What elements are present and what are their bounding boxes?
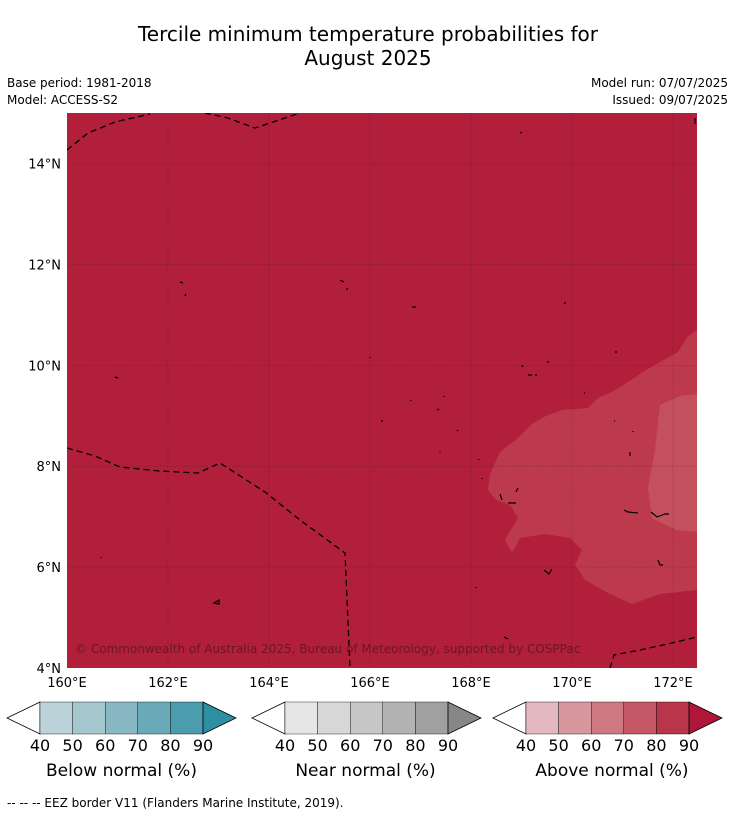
colorbar-segment	[350, 701, 384, 735]
colorbar-tick: 60	[95, 736, 115, 755]
colorbar-extend-low	[251, 701, 286, 735]
colorbar-tick: 40	[30, 736, 50, 755]
above-normal-label: Above normal (%)	[535, 761, 689, 781]
colorbar-segment	[591, 701, 625, 735]
lat-label: 8°N	[37, 460, 62, 475]
colorbar-tick: 70	[128, 736, 148, 755]
colorbar-tick: 70	[614, 736, 634, 755]
copyright-text: © Commonwealth of Australia 2025, Bureau…	[75, 642, 580, 656]
colorbar-tick: 90	[679, 736, 699, 755]
title-line-2: August 2025	[304, 46, 432, 70]
lon-label: 162°E	[148, 676, 188, 691]
colorbar-tick: 80	[160, 736, 180, 755]
colorbar-tick: 90	[193, 736, 213, 755]
longitude-labels: 160°E 162°E 164°E 166°E 168°E 170°E 172°E	[47, 676, 693, 691]
lon-label: 172°E	[653, 676, 693, 691]
colorbar-extend-low	[492, 701, 527, 735]
eez-borders	[67, 113, 697, 668]
colorbar-segment	[558, 701, 592, 735]
colorbar-segment	[137, 701, 171, 735]
lat-label: 6°N	[37, 561, 62, 576]
model-run: Model run: 07/07/2025	[590, 76, 728, 90]
near-normal-label: Near normal (%)	[295, 761, 436, 781]
colorbar-segment	[656, 701, 690, 735]
map-panel: © Commonwealth of Australia 2025, Bureau…	[67, 113, 697, 668]
colorbar-segment	[39, 701, 73, 735]
map-title: Tercile minimum temperature probabilitie…	[0, 22, 736, 70]
title-line-1: Tercile minimum temperature probabilitie…	[137, 22, 599, 46]
lon-label: 170°E	[552, 676, 592, 691]
colorbar-tick: 80	[405, 736, 425, 755]
colorbars: 40 50 60 70 80 90 40 50 60 70 80 90 40 50 60 70 80 90	[6, 701, 723, 755]
colorbar-tick: 50	[62, 736, 82, 755]
lat-label: 10°N	[28, 359, 61, 374]
meta-left: Base period: 1981-2018 Model: ACCESS-S2	[7, 75, 152, 109]
lat-label: 14°N	[28, 158, 61, 173]
colorbar-segment	[104, 701, 138, 735]
gridlines	[67, 113, 697, 668]
colorbar-tick: 50	[548, 736, 568, 755]
islands	[100, 118, 696, 640]
colorbar-tick: 80	[646, 736, 666, 755]
colorbar-extend-high	[202, 701, 237, 735]
colorbar-segment	[72, 701, 106, 735]
lon-label: 164°E	[249, 676, 289, 691]
probability-fill-70-80	[488, 330, 697, 604]
colorbar-tick: 70	[373, 736, 393, 755]
colorbar-tick: 40	[516, 736, 536, 755]
colorbar-extend-high	[447, 701, 482, 735]
colorbar-tick: 60	[340, 736, 360, 755]
colorbar-extend-low	[6, 701, 41, 735]
colorbar: 40 50 60 70 80 90	[251, 701, 482, 755]
colorbar-segment	[623, 701, 657, 735]
lon-label: 166°E	[350, 676, 390, 691]
base-period: Base period: 1981-2018	[7, 76, 152, 90]
colorbar-tick: 50	[307, 736, 327, 755]
probability-fill-60-70	[648, 394, 697, 532]
meta-right: Model run: 07/07/2025 Issued: 09/07/2025	[591, 75, 728, 109]
latitude-labels: 14°N 12°N 10°N 8°N 6°N 4°N	[28, 158, 61, 678]
colorbar: 40 50 60 70 80 90	[6, 701, 237, 755]
colorbar-segment	[284, 701, 318, 735]
colorbar-tick: 60	[581, 736, 601, 755]
colorbar-segment	[415, 701, 449, 735]
eez-legend: -- -- -- EEZ border V11 (Flanders Marine…	[7, 796, 344, 810]
lon-label: 160°E	[47, 676, 87, 691]
colorbar-tick: 90	[438, 736, 458, 755]
lon-label: 168°E	[451, 676, 491, 691]
lat-label: 4°N	[37, 662, 62, 677]
model-name: Model: ACCESS-S2	[7, 93, 119, 107]
colorbar-segment	[382, 701, 416, 735]
below-normal-label: Below normal (%)	[46, 761, 197, 781]
colorbar-extend-high	[688, 701, 723, 735]
lat-label: 12°N	[28, 258, 61, 273]
colorbar-segment	[170, 701, 204, 735]
colorbar: 40 50 60 70 80 90	[492, 701, 723, 755]
issued-date: Issued: 09/07/2025	[612, 93, 728, 107]
colorbar-segment	[317, 701, 351, 735]
colorbar-tick: 40	[275, 736, 295, 755]
colorbar-segment	[525, 701, 559, 735]
